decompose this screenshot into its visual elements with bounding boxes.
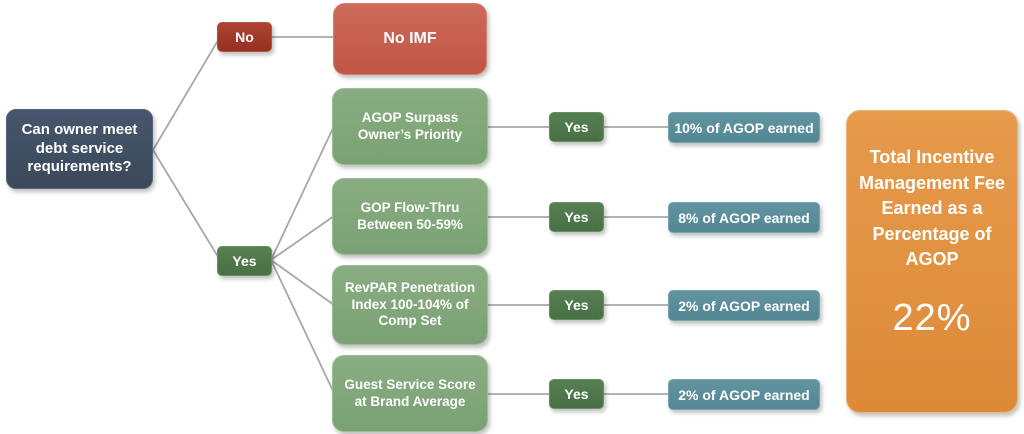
total-fee-title: Total Incentive Management Fee Earned as…: [858, 147, 1006, 270]
total-fee-value: 22%: [892, 296, 972, 339]
criterion-yes-label: Yes: [564, 119, 589, 135]
total-fee-box: Total Incentive Management Fee Earned as…: [846, 110, 1018, 413]
criterion-yes-label: Yes: [564, 297, 589, 313]
criterion-box-gop-flowthru: GOP Flow-Thru Between 50-59%: [332, 178, 488, 255]
connector-line: [270, 215, 335, 261]
outcome-box-10pct: 10% of AGOP earned: [668, 112, 820, 143]
criterion-label: RevPAR Penetration Index 100-104% of Com…: [344, 280, 476, 329]
criterion-label: GOP Flow-Thru Between 50-59%: [357, 200, 463, 232]
root-question-label: Can owner meet debt service requirements…: [21, 120, 138, 176]
criterion-yes-badge: Yes: [549, 112, 604, 142]
no-imf-label: No IMF: [383, 30, 437, 47]
yes-decision-badge: Yes: [217, 246, 272, 276]
connector-line: [270, 259, 335, 394]
connector-line: [152, 149, 221, 261]
connector-line: [270, 125, 335, 261]
criterion-yes-badge: Yes: [549, 379, 604, 409]
criterion-box-agop-surpass: AGOP Surpass Owner’s Priority: [332, 88, 488, 165]
outcome-label: 2% of AGOP earned: [678, 297, 810, 314]
outcome-label: 2% of AGOP earned: [678, 386, 810, 403]
criterion-yes-label: Yes: [564, 209, 589, 225]
criterion-yes-badge: Yes: [549, 202, 604, 232]
outcome-box-2pct-revpar: 2% of AGOP earned: [668, 290, 820, 321]
criterion-label: AGOP Surpass Owner’s Priority: [357, 110, 463, 142]
criterion-label: Guest Service Score at Brand Average: [344, 377, 476, 409]
criterion-yes-badge: Yes: [549, 290, 604, 320]
connector-line: [270, 259, 335, 306]
outcome-label: 8% of AGOP earned: [678, 209, 810, 226]
yes-decision-label: Yes: [232, 253, 257, 269]
no-imf-outcome-box: No IMF: [333, 3, 487, 75]
no-decision-badge: No: [217, 22, 272, 52]
criterion-box-guest-service: Guest Service Score at Brand Average: [332, 355, 488, 432]
root-question-box: Can owner meet debt service requirements…: [6, 109, 153, 189]
outcome-box-8pct: 8% of AGOP earned: [668, 202, 820, 233]
no-decision-label: No: [235, 29, 254, 45]
connector-line: [152, 36, 221, 151]
criterion-box-revpar-penetration: RevPAR Penetration Index 100-104% of Com…: [332, 265, 488, 345]
criterion-yes-label: Yes: [564, 386, 589, 402]
outcome-box-2pct-guest: 2% of AGOP earned: [668, 379, 820, 410]
outcome-label: 10% of AGOP earned: [674, 119, 814, 136]
